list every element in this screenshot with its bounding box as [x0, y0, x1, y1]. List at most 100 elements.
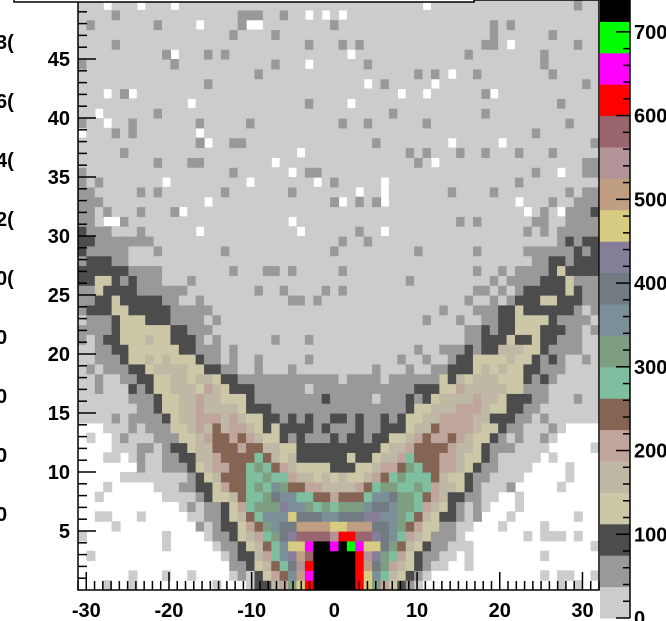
heatmap-cell — [397, 0, 407, 11]
heatmap-cell — [447, 393, 457, 404]
heatmap-cell — [170, 216, 180, 227]
heatmap-cell — [346, 442, 356, 453]
heatmap-cell — [573, 265, 583, 276]
heatmap-cell — [296, 206, 306, 217]
heatmap-cell — [514, 177, 524, 188]
heatmap-cell — [456, 422, 466, 434]
heatmap-cell — [531, 452, 541, 463]
heatmap-cell — [304, 186, 314, 198]
heatmap-cell — [254, 216, 264, 227]
heatmap-cell — [288, 295, 298, 306]
heatmap-cell — [246, 275, 256, 286]
heatmap-cell — [86, 383, 96, 394]
heatmap-cell — [405, 88, 415, 99]
heatmap-cell — [548, 0, 558, 11]
heatmap-cell — [86, 29, 96, 40]
heatmap-cell — [246, 108, 256, 119]
heatmap-cell — [212, 255, 222, 267]
heatmap-cell — [330, 491, 340, 503]
heatmap-cell — [355, 39, 365, 50]
heatmap-cell — [548, 118, 558, 129]
heatmap-cell — [531, 354, 541, 365]
heatmap-cell — [136, 236, 146, 247]
heatmap-cell — [346, 403, 356, 414]
heatmap-cell — [153, 9, 163, 21]
heatmap-cell — [405, 196, 415, 208]
heatmap-cell — [237, 481, 247, 493]
heatmap-cell — [372, 413, 382, 424]
heatmap-cell — [296, 255, 306, 267]
heatmap-cell — [212, 88, 222, 99]
heatmap-cell — [338, 127, 348, 139]
heatmap-cell — [229, 88, 239, 99]
heatmap-cell — [489, 295, 499, 306]
heatmap-cell — [447, 118, 457, 129]
heatmap-cell — [103, 147, 113, 158]
heatmap-cell — [103, 511, 113, 522]
heatmap-cell — [136, 59, 146, 70]
heatmap-cell — [296, 373, 306, 385]
heatmap-cell — [136, 137, 146, 149]
heatmap-cell — [237, 560, 247, 571]
heatmap-cell — [271, 29, 281, 40]
cut-off-label: 6( — [0, 91, 14, 113]
heatmap-cell — [204, 108, 214, 119]
heatmap-cell — [237, 344, 247, 355]
heatmap-cell — [456, 452, 466, 463]
heatmap-cell — [330, 501, 340, 512]
heatmap-cell — [178, 127, 188, 139]
heatmap-cell — [304, 265, 314, 276]
heatmap-cell — [246, 39, 256, 50]
heatmap-cell — [153, 403, 163, 414]
heatmap-cell — [506, 295, 516, 306]
heatmap-cell — [120, 68, 130, 80]
heatmap-cell — [540, 550, 550, 562]
heatmap-cell — [94, 78, 104, 90]
heatmap-cell — [279, 206, 289, 217]
heatmap-cell — [204, 403, 214, 414]
heatmap-cell — [162, 462, 172, 473]
heatmap-cell — [590, 216, 600, 227]
heatmap-cell — [464, 59, 474, 70]
heatmap-cell — [220, 236, 230, 247]
heatmap-cell — [187, 186, 197, 198]
heatmap-cell — [128, 413, 138, 424]
heatmap-cell — [514, 167, 524, 178]
heatmap-cell — [372, 295, 382, 306]
heatmap-cell — [514, 108, 524, 119]
heatmap-cell — [472, 501, 482, 512]
heatmap-cell — [262, 137, 272, 149]
heatmap-cell — [355, 177, 365, 188]
heatmap-cell — [439, 540, 449, 552]
heatmap-cell — [136, 29, 146, 40]
heatmap-cell — [296, 442, 306, 453]
heatmap-cell — [195, 39, 205, 50]
heatmap-cell — [514, 324, 524, 335]
heatmap-cell — [220, 98, 230, 109]
heatmap-cell — [363, 324, 373, 335]
heatmap-cell — [355, 383, 365, 394]
heatmap-cell — [430, 88, 440, 99]
heatmap-cell — [187, 413, 197, 424]
heatmap-cell — [288, 78, 298, 90]
color-scale-swatch — [600, 461, 630, 493]
heatmap-cell — [330, 531, 340, 542]
heatmap-cell — [590, 186, 600, 198]
heatmap-cell — [128, 216, 138, 227]
heatmap-cell — [296, 88, 306, 99]
heatmap-cell — [422, 442, 432, 453]
heatmap-cell — [78, 108, 87, 119]
heatmap-cell — [271, 540, 281, 552]
heatmap-cell — [237, 39, 247, 50]
heatmap-cell — [136, 206, 146, 217]
heatmap-cell — [94, 491, 104, 503]
heatmap-cell — [321, 383, 331, 394]
heatmap-cell — [237, 501, 247, 512]
heatmap-cell — [195, 491, 205, 503]
heatmap-cell — [430, 285, 440, 296]
heatmap-cell — [464, 501, 474, 512]
heatmap-cell — [506, 167, 516, 178]
heatmap-cell — [246, 570, 256, 581]
heatmap-cell — [565, 344, 575, 355]
heatmap-cell — [254, 363, 264, 375]
